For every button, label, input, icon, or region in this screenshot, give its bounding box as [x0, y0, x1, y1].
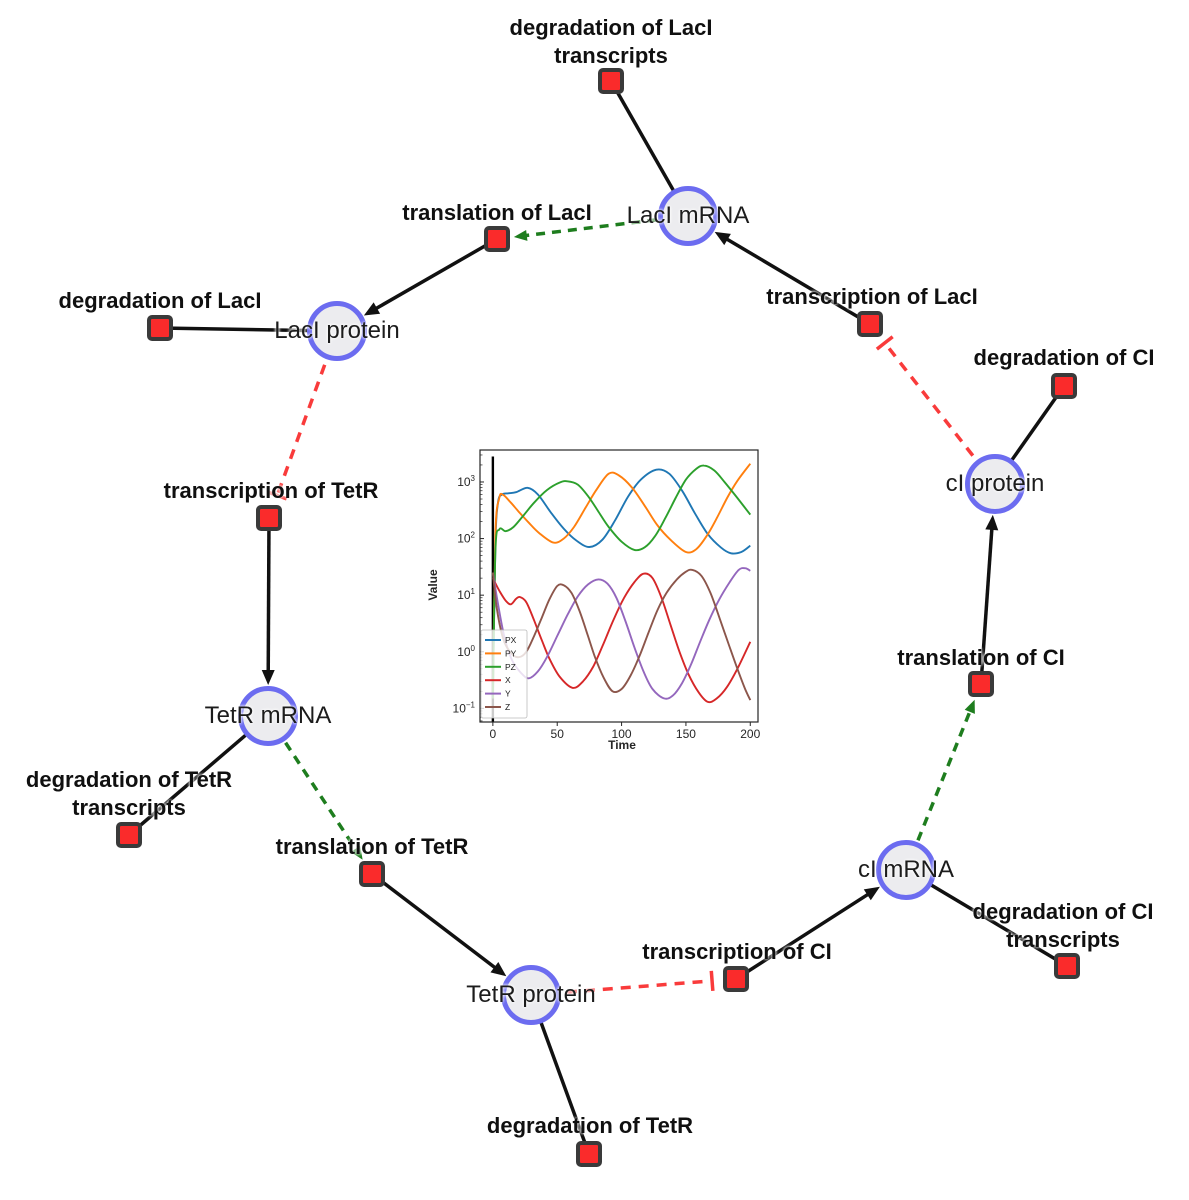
reaction-node-txn-ci[interactable]	[723, 966, 749, 992]
species-node-laci-mrna[interactable]	[658, 186, 718, 246]
edge-ci-protein-to-txn-laci	[875, 335, 997, 486]
svg-text:150: 150	[676, 727, 696, 741]
timeseries-chart: 103 102 101 100 10−1 0 50 100 150 200 PX PY PZ X Y Z Ti…	[415, 432, 767, 764]
reaction-node-deg-tetr[interactable]	[576, 1141, 602, 1167]
svg-text:PZ: PZ	[505, 662, 516, 672]
chart-x-axis-label: Time	[608, 738, 636, 752]
svg-text:200: 200	[740, 727, 760, 741]
species-node-laci-protein[interactable]	[307, 301, 367, 361]
species-node-tetr-protein[interactable]	[501, 965, 561, 1025]
species-node-ci-mrna[interactable]	[876, 840, 936, 900]
edge-tetr-protein-to-txn-ci	[530, 970, 715, 997]
svg-text:100: 100	[612, 727, 632, 741]
svg-text:0: 0	[490, 727, 497, 741]
chart-series-Z	[491, 568, 752, 701]
edge-laci-protein-to-txn-tetr	[267, 330, 339, 501]
svg-text:PY: PY	[505, 648, 517, 658]
edge-laci-mrna-to-tsl-laci	[513, 214, 689, 241]
edge-txn-tetr-to-tetr-mrna	[261, 517, 275, 686]
chart-series-PY	[491, 463, 752, 699]
edge-txn-laci-to-laci-mrna	[714, 231, 871, 326]
chart-legend: PX PY PZ XYZ	[480, 629, 528, 719]
chart-series-PZ	[491, 464, 752, 699]
edge-ci-mrna-to-deg-ci-transcripts	[905, 868, 1068, 968]
edge-txn-ci-to-ci-mrna	[735, 886, 880, 981]
reaction-node-deg-tetr-transcripts[interactable]	[116, 822, 142, 848]
reaction-node-tsl-ci[interactable]	[968, 671, 994, 697]
species-node-ci-protein[interactable]	[965, 454, 1025, 514]
reaction-node-tsl-tetr[interactable]	[359, 861, 385, 887]
species-node-tetr-mrna[interactable]	[238, 686, 298, 746]
reaction-node-txn-laci[interactable]	[857, 311, 883, 337]
svg-text:101: 101	[457, 587, 475, 602]
svg-text:103: 103	[457, 474, 475, 489]
svg-text:50: 50	[551, 727, 565, 741]
edge-tsl-ci-to-ci-protein	[979, 514, 999, 685]
edge-ci-mrna-to-tsl-ci	[904, 699, 975, 871]
svg-text:10−1: 10−1	[453, 700, 476, 715]
svg-text:100: 100	[457, 644, 475, 659]
chart-series-X	[492, 572, 752, 704]
reaction-node-tsl-laci[interactable]	[484, 226, 510, 252]
reaction-node-deg-laci[interactable]	[147, 315, 173, 341]
reaction-node-deg-ci-transcripts[interactable]	[1054, 953, 1080, 979]
svg-text:X: X	[505, 675, 511, 685]
svg-text:102: 102	[457, 531, 475, 546]
chart-plot-area: 103 102 101 100 10−1 0 50 100 150 200 PX PY PZ XYZ	[415, 432, 767, 764]
edge-tsl-tetr-to-tetr-protein	[370, 872, 507, 977]
chart-y-axis-label: Value	[426, 569, 440, 601]
svg-text:Y: Y	[505, 689, 511, 699]
reaction-node-txn-tetr[interactable]	[256, 505, 282, 531]
chart-series-Y	[491, 567, 751, 700]
edge-tsl-laci-to-laci-protein	[363, 237, 498, 316]
reaction-node-deg-laci-transcripts[interactable]	[598, 68, 624, 94]
svg-text:PX: PX	[505, 635, 517, 645]
svg-text:Z: Z	[505, 702, 510, 712]
reaction-node-deg-ci[interactable]	[1051, 373, 1077, 399]
edge-tetr-mrna-to-tsl-tetr	[266, 715, 363, 860]
